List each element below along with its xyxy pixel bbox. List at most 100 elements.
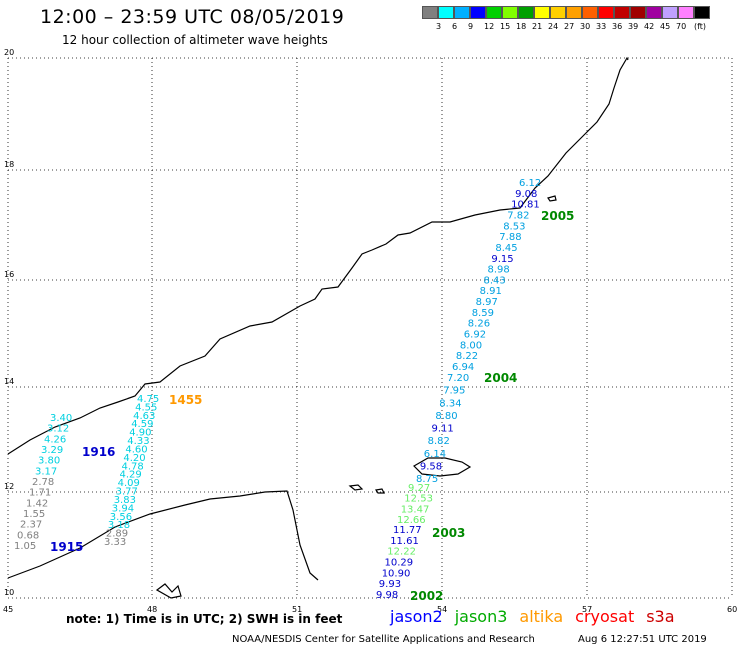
wave-height-value: 8.53 [503,221,525,232]
island-small-3 [547,195,557,202]
wave-height-value: 9.08 [515,189,537,200]
wave-height-value: 12.66 [397,515,426,526]
footer-note: note: 1) Time is in UTC; 2) SWH is in fe… [66,612,343,626]
wave-height-value: 8.80 [435,411,457,422]
wave-height-value: 4.75 [137,394,159,405]
wave-height-value: 10.90 [382,568,411,579]
coastline [7,56,629,599]
legend-label: 33 [596,22,607,31]
coastline-arabia [7,56,629,455]
altimeter-tracks: 1.050.682.371.551.421.712.783.173.803.29… [14,178,574,603]
legend-label: 39 [628,22,639,31]
legend-swatch [534,6,550,19]
island-small-1 [348,484,364,491]
wave-height-value: 3.94 [112,503,134,514]
x-tick-label: 57 [582,605,592,614]
y-tick-label: 14 [4,377,14,386]
wave-height-value: 3.80 [38,456,60,467]
track-time-label: 2004 [484,371,517,385]
legend-unit: (ft) [694,22,707,31]
wave-height-value: 8.00 [460,340,482,351]
wave-height-value: 1.71 [29,488,51,499]
track-time-label: 2002 [410,589,443,603]
legend-swatch [694,6,710,19]
wave-height-value: 11.61 [390,536,419,547]
wave-height-value: 9.58 [420,461,442,472]
legend-label: 24 [548,22,559,31]
legend-label: 6 [452,22,458,31]
wave-height-value: 9.11 [432,424,454,435]
wave-height-value: 4.26 [44,434,66,445]
x-tick-label: 51 [292,605,302,614]
legend-swatch [646,6,662,19]
wave-height-value: 7.95 [443,386,465,397]
coastline-somalia [7,490,319,581]
wave-height-value: 8.34 [439,398,461,409]
wave-height-value: 4.63 [133,411,155,422]
x-tick-label: 45 [3,605,13,614]
legend-label: 27 [564,22,575,31]
legend-label: 15 [500,22,511,31]
map-title: 12:00 – 23:59 UTC 08/05/2019 [40,6,345,28]
wave-height-value: 1.05 [14,541,36,552]
generation-timestamp: Aug 6 12:27:51 UTC 2019 [578,634,707,645]
wave-height-value: 2.37 [20,520,42,531]
wave-height-value: 3.17 [35,466,57,477]
legend-swatch [582,6,598,19]
wave-height-value: 6.94 [452,362,474,373]
wave-height-value: 4.78 [122,461,144,472]
wave-height-value: 2.89 [106,529,128,540]
legend-swatch [470,6,486,19]
legend-label: 18 [516,22,527,31]
wave-height-value: 6.12 [519,178,541,189]
y-tick-label: 10 [4,588,14,597]
satellite-name: cryosat [575,607,635,626]
legend-label: 30 [580,22,591,31]
satellite-name: jason2 [390,607,443,626]
socotra-island [413,457,472,477]
wave-height-value: 8.91 [480,286,502,297]
wave-height-value: 8.45 [495,243,517,254]
wave-height-value: 2.78 [32,477,54,488]
legend-label: 9 [468,22,474,31]
x-tick-label: 60 [727,605,737,614]
wave-height-value: 9.93 [379,579,401,590]
wave-height-value: 3.77 [116,487,138,498]
track-time-label: 1455 [169,393,202,407]
island-small-2 [374,488,385,494]
legend-label: 21 [532,22,543,31]
legend-swatch [598,6,614,19]
wave-height-value: 4.29 [120,470,142,481]
wave-height-value: 7.88 [499,232,521,243]
wave-height-value: 4.59 [131,419,153,430]
color-legend [422,6,710,19]
wave-height-value: 8.59 [472,308,494,319]
wave-height-value: 4.09 [118,478,140,489]
track-time-label: 1916 [82,445,115,459]
legend-swatch [662,6,678,19]
wave-height-value: 12.53 [404,494,433,505]
wave-height-value: 1.42 [26,498,48,509]
wave-height-value: 3.56 [110,512,132,523]
wave-height-value: 11.77 [393,525,422,536]
wave-height-value: 4.90 [129,428,151,439]
wave-height-value: 8.97 [476,297,498,308]
wave-height-value: 8.75 [416,474,438,485]
track-time-label: 2005 [541,209,574,223]
wave-height-value: 3.83 [114,495,136,506]
wave-height-value: 3.18 [108,520,130,531]
legend-swatch [630,6,646,19]
wave-height-value: 10.81 [511,200,540,211]
x-tick-label: 48 [147,605,157,614]
track-time-label: 2003 [432,526,465,540]
wave-height-value: 3.29 [41,445,63,456]
legend-swatch [550,6,566,19]
wave-height-value: 7.82 [507,211,529,222]
y-tick-label: 20 [4,48,14,57]
wave-height-value: 8.43 [484,275,506,286]
satellite-name: s3a [646,607,675,626]
wave-height-value: 9.15 [491,254,513,265]
legend-label: 42 [644,22,655,31]
wave-height-value: 6.14 [424,449,446,460]
